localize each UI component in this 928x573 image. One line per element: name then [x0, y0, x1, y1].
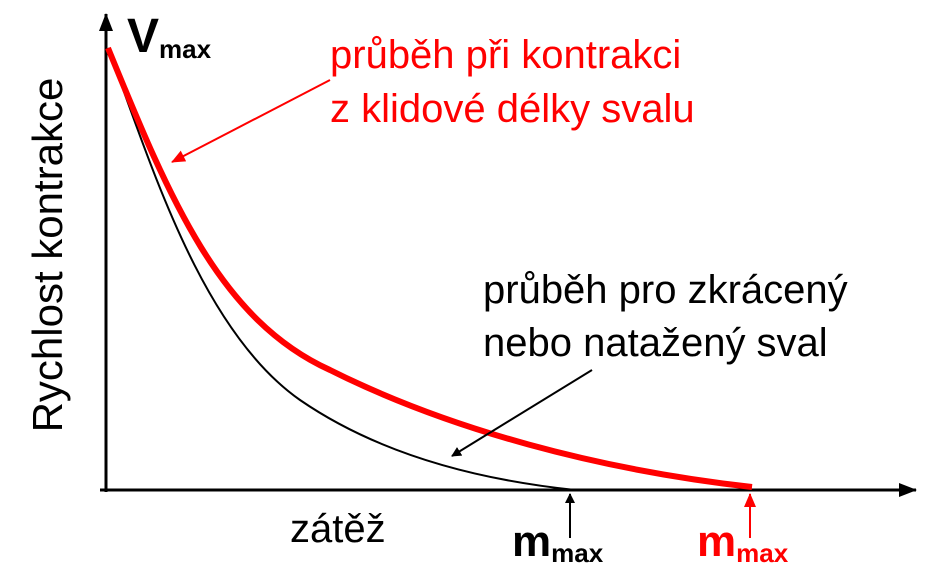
m-max-label: mmax — [512, 517, 604, 568]
m-subscript: max — [551, 538, 604, 568]
curve-shortened — [107, 47, 576, 491]
v-max-label: Vmax — [127, 10, 212, 64]
v-subscript: max — [159, 34, 212, 64]
curve-resting — [105, 46, 753, 490]
annotation-line: nebo natažený sval — [483, 321, 828, 365]
m-symbol: m — [512, 517, 551, 566]
black-pointer — [451, 369, 593, 457]
m-symbol: m — [697, 517, 736, 566]
red-pointer — [171, 79, 331, 163]
annotation-line: průběh při kontrakci — [330, 33, 681, 77]
annotation-line: průběh pro zkrácený — [483, 268, 848, 312]
y-axis-label: Rychlost kontrakce — [24, 78, 71, 433]
annotation-line: z klidové délky svalu — [330, 87, 695, 131]
v-symbol: V — [127, 10, 159, 63]
x-axis-label: zátěž — [290, 507, 386, 551]
m-max-label-red: mmax — [697, 517, 789, 568]
m-subscript: max — [736, 538, 789, 568]
